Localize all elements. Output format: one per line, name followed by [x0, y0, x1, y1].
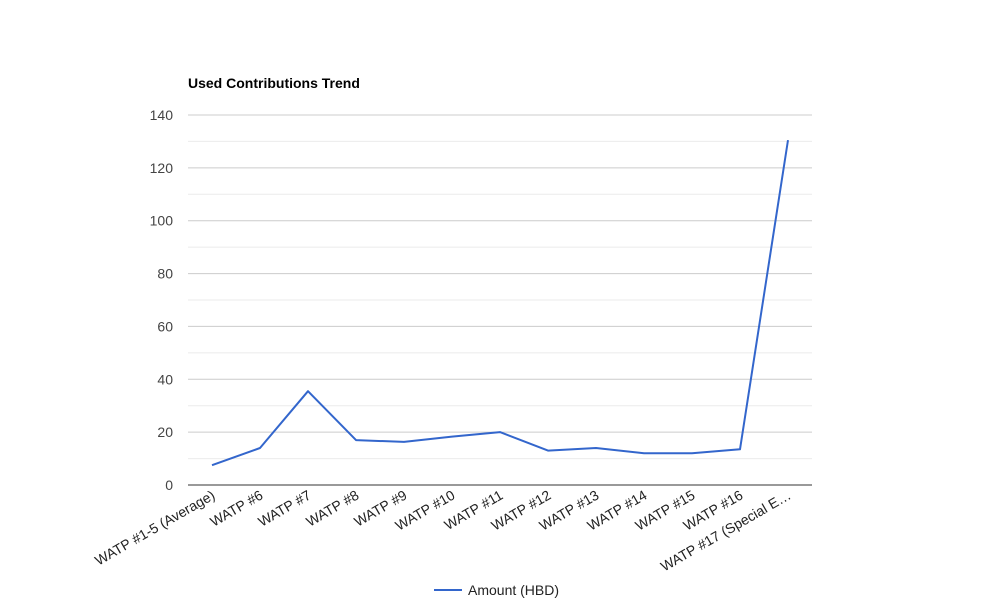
data-point[interactable]	[785, 137, 791, 143]
y-tick-label: 100	[150, 213, 174, 229]
data-point[interactable]	[497, 429, 503, 435]
minor-gridlines	[188, 140, 812, 460]
data-point[interactable]	[641, 450, 647, 456]
data-point[interactable]	[257, 445, 263, 451]
series-layer	[209, 137, 791, 468]
y-tick-label: 140	[150, 107, 174, 123]
y-tick-label: 60	[157, 318, 173, 334]
legend[interactable]: Amount (HBD)	[434, 582, 559, 598]
legend-label: Amount (HBD)	[468, 582, 559, 598]
data-point[interactable]	[737, 446, 743, 452]
y-tick-label: 20	[157, 424, 173, 440]
y-tick-label: 40	[157, 371, 173, 387]
y-axis-tick-labels: 0 20 40 60 80 100 120 140	[150, 107, 174, 493]
chart-title: Used Contributions Trend	[188, 75, 360, 91]
y-tick-label: 0	[165, 477, 173, 493]
data-point[interactable]	[689, 450, 695, 456]
series-line[interactable]	[211, 139, 789, 467]
data-point[interactable]	[305, 388, 311, 394]
data-point[interactable]	[449, 434, 455, 440]
y-tick-label: 80	[157, 266, 173, 282]
data-point[interactable]	[545, 448, 551, 454]
data-point[interactable]	[353, 437, 359, 443]
y-tick-label: 120	[150, 160, 174, 176]
data-point[interactable]	[209, 462, 215, 468]
data-point[interactable]	[593, 445, 599, 451]
major-gridlines	[188, 114, 812, 433]
data-point[interactable]	[401, 439, 407, 445]
